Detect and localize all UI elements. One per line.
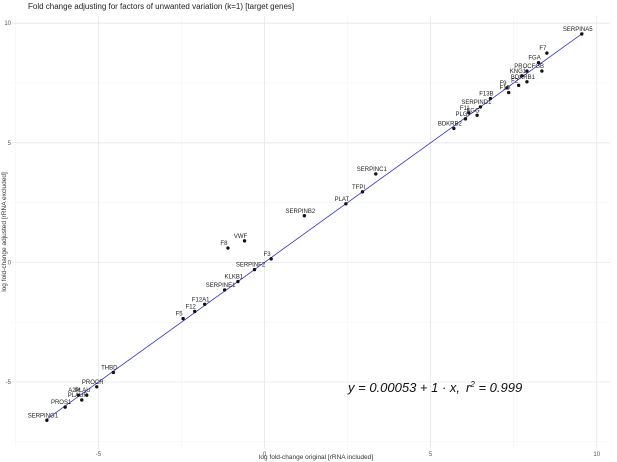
- equation-r2-value: = 0.999: [475, 380, 522, 395]
- data-point: [525, 80, 529, 84]
- data-point: [226, 246, 230, 250]
- data-point: [222, 288, 227, 292]
- point-label: F2: [511, 78, 519, 84]
- data-point: [111, 370, 116, 375]
- data-point: [95, 385, 99, 389]
- point-label: F12A1: [192, 297, 210, 303]
- data-point: [193, 309, 197, 314]
- point-label: BDKRB2: [438, 121, 463, 127]
- point-label: SERPINE1: [206, 283, 236, 289]
- data-point: [580, 32, 584, 36]
- point-label: F8: [220, 241, 228, 247]
- point-label: F13B: [479, 92, 493, 98]
- point-label: F12: [186, 304, 197, 310]
- equation-r-superscript: 2: [469, 380, 475, 389]
- point-label: PLAU: [75, 388, 91, 394]
- point-label: A2M: [68, 388, 80, 394]
- axis-ticks: -5 0 5 10 -5 0 5 10: [4, 21, 600, 458]
- point-label: PROC: [514, 64, 532, 70]
- data-point: [242, 239, 247, 243]
- y-tick-label: 5: [8, 141, 12, 147]
- data-point: [374, 172, 378, 176]
- data-point: [506, 90, 511, 95]
- equation-prefix: y = 0.00053 + 1 · x,: [347, 380, 460, 395]
- point-label: F11: [460, 106, 471, 112]
- data-point: [45, 418, 49, 422]
- point-label: SERPINF2: [236, 263, 266, 269]
- data-point: [85, 393, 89, 397]
- data-point: [540, 69, 544, 73]
- y-tick-label: 10: [4, 21, 11, 27]
- point-label: SERPINB2: [286, 209, 316, 215]
- point-label: SERPINA5: [563, 27, 593, 33]
- point-label: SERPINC1: [357, 167, 388, 173]
- data-point: [360, 190, 365, 194]
- x-tick-label: -5: [96, 452, 102, 458]
- y-tick-label: -5: [6, 380, 12, 386]
- point-label: BDKRB1: [511, 75, 536, 81]
- fit-line-group: [44, 32, 584, 421]
- regression-equation: y = 0.00053 + 1 · x, r2 = 0.999: [347, 380, 522, 395]
- data-point: [344, 202, 348, 206]
- point-label: FGB: [532, 64, 544, 70]
- point-label: KNG1: [510, 69, 527, 75]
- data-point: [505, 86, 509, 90]
- point-label: VWF: [234, 234, 248, 240]
- point-label: PLAT: [335, 197, 350, 203]
- chart-title: Fold change adjusting for factors of unw…: [28, 2, 294, 11]
- data-point: [478, 105, 483, 109]
- y-axis-title: log fold-change adjusted [rRNA excluded]: [1, 172, 8, 292]
- point-label: F10: [500, 86, 511, 92]
- y-tick-label: 0: [8, 260, 12, 266]
- point-label: TFPI: [352, 185, 365, 191]
- data-point: [202, 302, 207, 306]
- data-point: [252, 267, 257, 272]
- fit-line: [44, 32, 584, 421]
- x-axis-title: log fold-change original [rRNA included]: [259, 454, 373, 461]
- x-tick-label: 10: [593, 452, 600, 458]
- equation-r-letter: r: [466, 380, 471, 395]
- data-point: [80, 398, 84, 402]
- data-point: [76, 393, 81, 397]
- point-label: KLKB1: [225, 275, 244, 281]
- point-label: F3: [264, 252, 272, 258]
- data-point: [269, 257, 273, 261]
- data-point: [181, 316, 185, 321]
- point-label: PROCR: [82, 380, 104, 386]
- data-point: [236, 279, 240, 284]
- point-label: PLAUR: [68, 393, 89, 399]
- point-label: PLG: [455, 112, 467, 118]
- grid-lines: [12, 16, 610, 449]
- point-label: F5: [176, 312, 184, 318]
- point-label: FGA: [528, 56, 540, 62]
- data-point: [452, 126, 456, 131]
- data-points: [45, 32, 584, 422]
- data-point: [525, 69, 529, 73]
- data-point: [302, 214, 307, 218]
- data-point: [488, 96, 493, 101]
- point-label: THBD: [101, 365, 118, 371]
- point-label: F7: [539, 46, 547, 52]
- data-point: [536, 60, 541, 65]
- data-point: [520, 74, 524, 78]
- data-point: [475, 113, 479, 117]
- point-label: PROS1: [51, 400, 72, 406]
- point-label: F9: [500, 81, 508, 87]
- plot-panel: [12, 16, 610, 449]
- data-point: [545, 51, 549, 55]
- x-tick-label: 5: [429, 452, 433, 458]
- point-label: FGG: [467, 108, 480, 114]
- point-label: SERPING1: [28, 413, 59, 419]
- point-label: SERPIND1: [461, 100, 492, 106]
- data-point: [516, 83, 521, 88]
- data-point: [463, 117, 468, 121]
- x-tick-label: 0: [263, 452, 267, 458]
- data-point: [467, 111, 471, 115]
- data-point: [63, 405, 67, 409]
